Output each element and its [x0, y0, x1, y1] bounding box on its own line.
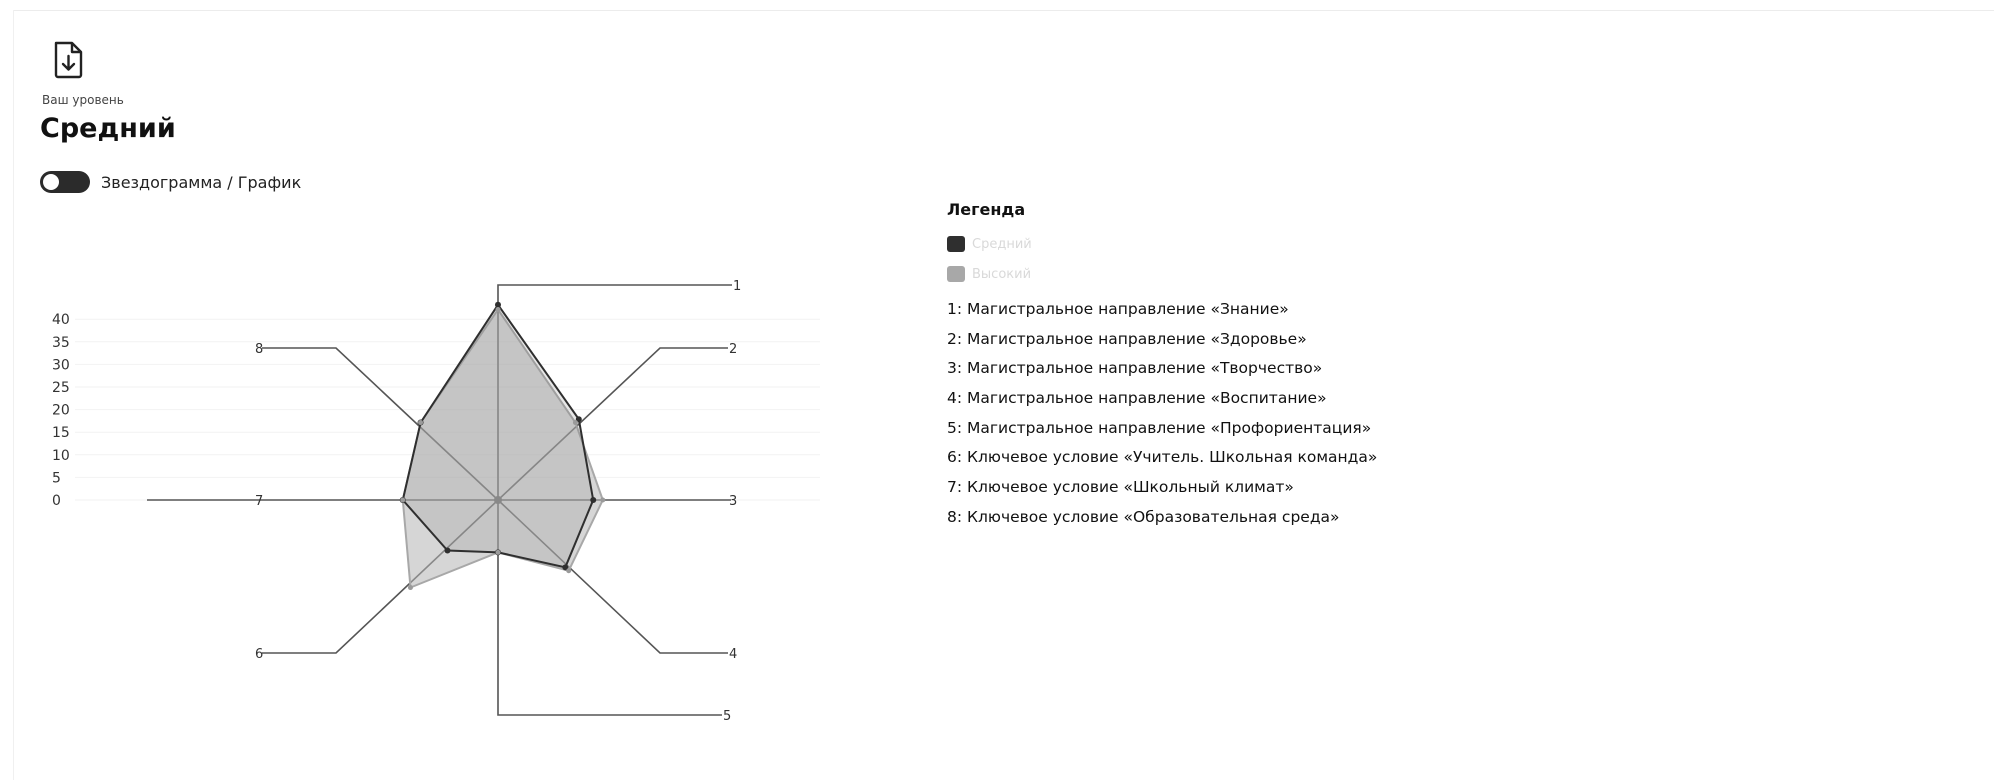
- data-point-high: [495, 549, 501, 555]
- data-point-medium: [590, 497, 597, 503]
- chart-mode-toggle[interactable]: [40, 171, 90, 193]
- legend-series-item[interactable]: Средний: [947, 229, 1377, 259]
- data-point-high: [400, 497, 406, 503]
- toggle-knob: [43, 174, 59, 190]
- axis-description: 8: Ключевое условие «Образовательная сре…: [947, 507, 1340, 526]
- data-point-high: [418, 420, 424, 426]
- data-point-high: [407, 585, 413, 591]
- y-tick-label: 35: [52, 335, 70, 351]
- axis-description: 7: Ключевое условие «Школьный климат»: [947, 478, 1294, 497]
- axis-description: 2: Магистральное направление «Здоровье»: [947, 329, 1307, 348]
- axis-label: 5: [723, 709, 731, 724]
- data-point-high: [566, 568, 572, 574]
- y-tick-label: 20: [52, 403, 70, 419]
- legend: Легенда Средний Высокий 1: Магистральное…: [947, 200, 1377, 533]
- data-point-high: [600, 497, 606, 503]
- axis-label: 2: [729, 342, 737, 357]
- axis-label: 4: [729, 647, 737, 662]
- left-divider: [13, 10, 14, 780]
- file-download-icon[interactable]: [48, 40, 88, 80]
- legend-title: Легенда: [947, 200, 1026, 219]
- axis-description: 3: Магистральное направление «Творчество…: [947, 359, 1323, 378]
- data-point-medium: [575, 416, 582, 423]
- data-point-high: [495, 307, 501, 313]
- axis-label: 7: [255, 494, 263, 509]
- y-tick-label: 5: [52, 470, 61, 486]
- radar-chart: 0 5 10 15 20 25 30 35 40 1 2 3 4 5 6 7 8: [52, 279, 820, 724]
- y-tick-label: 40: [52, 312, 70, 328]
- level-label: Ваш уровень: [42, 93, 124, 107]
- data-point-medium: [495, 301, 501, 308]
- data-point-medium: [444, 547, 451, 554]
- legend-series-label: Средний: [972, 236, 1032, 252]
- legend-swatch-medium: [947, 236, 965, 252]
- y-tick-label: 10: [52, 448, 70, 464]
- y-tick-label: 25: [52, 380, 70, 396]
- y-tick-label: 0: [52, 493, 61, 509]
- axis-description: 6: Ключевое условие «Учитель. Школьная к…: [947, 448, 1378, 467]
- legend-series-item[interactable]: Высокий: [947, 259, 1377, 289]
- axis-description: 5: Магистральное направление «Профориент…: [947, 418, 1372, 437]
- axis-label: 1: [733, 279, 741, 294]
- axis-description: 4: Магистральное направление «Воспитание…: [947, 389, 1327, 408]
- chart-mode-toggle-row: Звездограмма / График: [40, 170, 301, 194]
- top-divider: [14, 10, 1994, 11]
- axis-description-list: 1: Магистральное направление «Знание» 2:…: [947, 295, 1377, 533]
- legend-swatch-high: [947, 266, 965, 282]
- chart-center: [494, 496, 502, 504]
- axis-description: 1: Магистральное направление «Знание»: [947, 300, 1289, 318]
- axis-label: 3: [729, 494, 737, 509]
- data-point-high: [572, 420, 578, 426]
- series-area-medium: [401, 303, 595, 569]
- y-tick-label: 15: [52, 425, 70, 441]
- y-tick-label: 30: [52, 357, 70, 373]
- axis-spoke: [497, 500, 722, 716]
- data-point-medium: [562, 564, 569, 571]
- axis-label: 6: [255, 647, 263, 662]
- level-value: Средний: [40, 113, 176, 144]
- toggle-label: Звездограмма / График: [101, 172, 302, 192]
- axis-label: 8: [255, 342, 263, 357]
- legend-series-label: Высокий: [972, 266, 1032, 282]
